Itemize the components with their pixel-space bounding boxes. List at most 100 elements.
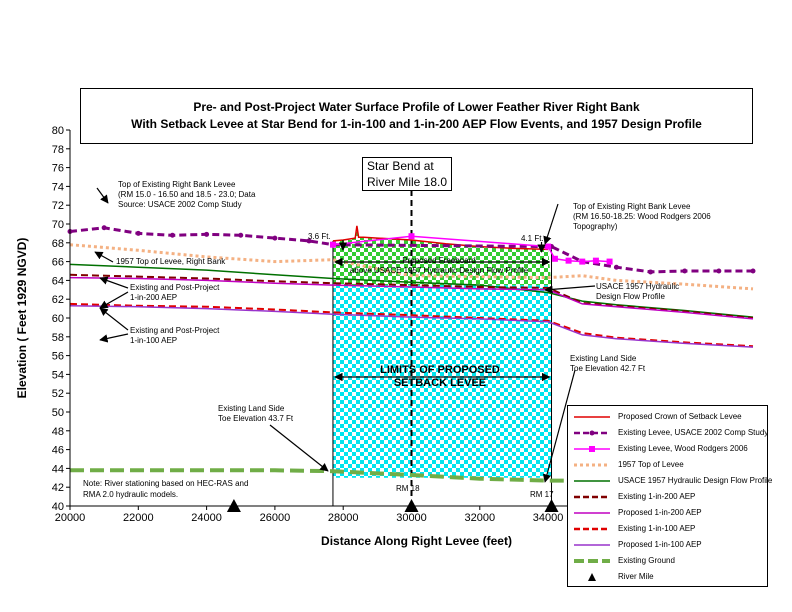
y-tick-label: 80 — [52, 125, 64, 137]
wood-rodgers-point — [329, 241, 336, 248]
arrow-1957 — [94, 251, 114, 263]
arrow-usace — [544, 285, 596, 294]
land-left-line-1: Existing Land Side — [218, 404, 285, 413]
legend-label: Proposed 1-in-100 AEP — [618, 540, 702, 549]
ep200-line-2: 1-in-200 AEP — [130, 293, 178, 302]
series-line-6 — [69, 276, 754, 320]
wood-rodgers-point — [606, 258, 613, 265]
legend-swatch — [574, 416, 610, 418]
usace-2002-point — [169, 232, 175, 238]
x-tick-label: 22000 — [123, 512, 154, 524]
top-left-note-line-3: Source: USACE 2002 Comp Study — [118, 200, 242, 209]
land-left-line-2: Toe Elevation 43.7 Ft — [218, 414, 294, 423]
legend: Proposed Crown of Setback Levee Existing … — [567, 405, 772, 587]
arrow-top-right — [543, 203, 559, 245]
y-tick-label: 76 — [52, 163, 64, 175]
usace-2002-point — [648, 269, 654, 275]
usace-2002-point — [204, 231, 210, 237]
y-tick-label: 72 — [52, 200, 64, 212]
x-tick-label: 24000 — [191, 512, 222, 524]
series-line-9 — [70, 468, 617, 483]
arrow-ep100-b — [99, 333, 129, 343]
wood-rodgers-point — [592, 257, 599, 264]
usace-2002-point — [306, 238, 312, 244]
y-tick-label: 52 — [52, 388, 64, 400]
y-tick-label: 46 — [52, 445, 64, 457]
chart-title-line-2: With Setback Levee at Star Bend for 1-in… — [131, 117, 702, 131]
y-tick-label: 48 — [52, 426, 64, 438]
limits-line-2: SETBACK LEVEE — [393, 377, 487, 389]
y-tick-label: 44 — [52, 463, 64, 475]
top-left-note-line-1: Top of Existing Right Bank Levee — [118, 180, 236, 189]
x-axis-label: Distance Along Right Levee (feet) — [321, 534, 512, 548]
legend-label: 1957 Top of Levee — [618, 460, 684, 469]
y-tick-label: 50 — [52, 407, 64, 419]
freeboard-right-label: 4.1 Ft. — [521, 234, 544, 243]
y-tick-label: 70 — [52, 219, 64, 231]
x-tick-label: 34000 — [533, 512, 564, 524]
star-bend-label: Star Bend at River Mile 18.0 — [362, 157, 453, 191]
legend-label: Existing 1-in-100 AEP — [618, 524, 696, 533]
usace-line-1: USACE 1957 Hydraulic — [596, 282, 680, 291]
y-axis-label-wrap: Elevation ( Feet 1929 NGVD) — [15, 238, 34, 399]
ep100-line-1: Existing and Post-Project — [130, 326, 220, 335]
top-1957-note: 1957 Top of Levee, Right Bank — [116, 257, 226, 266]
legend-swatch — [588, 573, 596, 581]
legend-label: USACE 1957 Hydraulic Design Flow Profile — [618, 476, 773, 485]
x-tick-label: 20000 — [55, 512, 86, 524]
legend-label: Existing Ground — [618, 556, 675, 565]
y-tick-label: 58 — [52, 332, 64, 344]
y-tick-label: 64 — [52, 275, 64, 287]
y-axis-label: Elevation ( Feet 1929 NGVD) — [15, 237, 29, 399]
legend-swatch — [574, 480, 610, 482]
top-right-levee-note: Top of Existing Right Bank Levee (RM 16.… — [573, 202, 711, 232]
series-line-3 — [69, 243, 754, 291]
usace-2002-point — [682, 268, 688, 274]
note-line-1: Note: River stationing based on HEC-RAS … — [83, 479, 249, 488]
limits-line-1: LIMITS OF PROPOSED — [380, 364, 500, 376]
arrow-top-left — [96, 187, 109, 204]
note-line-2: RMA 2.0 hydraulic models. — [83, 490, 179, 499]
y-tick-label: 74 — [52, 181, 64, 193]
legend-label: Existing 1-in-200 AEP — [618, 492, 696, 501]
ep100-note: Existing and Post-Project 1-in-100 AEP — [130, 326, 219, 346]
wood-rodgers-point — [551, 255, 558, 262]
legend-swatch — [574, 512, 610, 514]
wood-rodgers-point — [565, 257, 572, 264]
arrow-ep200-b — [99, 291, 129, 309]
series-line-8 — [69, 305, 754, 348]
wood-rodgers-point — [579, 258, 586, 265]
y-tick-label: 66 — [52, 257, 64, 269]
series-line-0 — [332, 225, 549, 251]
freeboard-note: Proposed Freeboard above USACE 1957 Hydr… — [336, 256, 542, 276]
x-tick-label: 30000 — [396, 512, 427, 524]
chart-title-line-1: Pre- and Post-Project Water Surface Prof… — [193, 100, 640, 114]
y-tick-label: 40 — [52, 501, 64, 513]
usace-2002-point — [613, 264, 619, 270]
usace-2002-point — [272, 235, 278, 241]
legend-label: Proposed 1-in-200 AEP — [618, 508, 702, 517]
rm18-label: RM 18 — [396, 484, 420, 493]
series-line-7 — [69, 302, 754, 348]
y-tick-label: 56 — [52, 351, 64, 363]
usace-note: USACE 1957 Hydraulic Design Flow Profile — [596, 282, 679, 302]
y-tick-label: 54 — [52, 369, 64, 381]
star-bend-line-2: River Mile 18.0 — [367, 175, 448, 189]
legend-swatch — [574, 559, 610, 563]
limits-label: LIMITS OF PROPOSED SETBACK LEVEE — [340, 364, 540, 390]
rm17-label: RM 17 — [530, 490, 554, 499]
usace-2002-point — [716, 268, 722, 274]
top-right-note-line-1: Top of Existing Right Bank Levee — [573, 202, 691, 211]
legend-swatch — [574, 463, 610, 467]
x-tick-label: 26000 — [260, 512, 291, 524]
y-tick-label: 42 — [52, 482, 64, 494]
ep200-line-1: Existing and Post-Project — [130, 283, 220, 292]
land-left-note: Existing Land Side Toe Elevation 43.7 Ft — [218, 404, 293, 424]
usace-2002-point — [750, 268, 756, 274]
x-tick-label: 32000 — [465, 512, 496, 524]
legend-swatch — [574, 544, 610, 546]
top-right-note-line-2: (RM 16.50-18.25: Wood Rodgers 2006 — [573, 212, 711, 221]
star-bend-line-1: Star Bend at — [367, 159, 434, 173]
legend-swatch — [574, 430, 610, 436]
wood-rodgers-point — [545, 243, 552, 250]
